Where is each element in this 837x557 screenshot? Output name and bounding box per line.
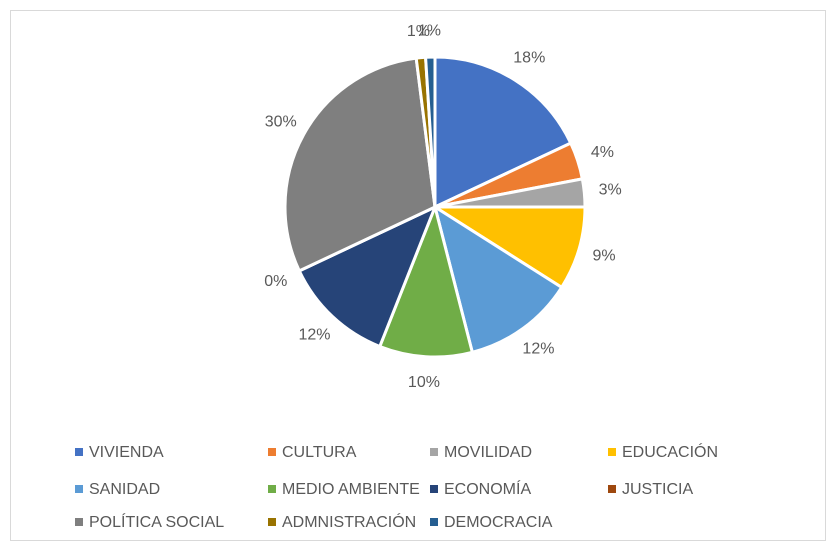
legend-label: ECONOMÍA <box>444 479 531 498</box>
legend-swatch <box>75 518 83 526</box>
data-label: 4% <box>591 144 614 161</box>
legend-swatch <box>430 448 438 456</box>
data-label: 9% <box>592 247 615 264</box>
legend-label: DEMOCRACIA <box>444 514 553 531</box>
pie-slice <box>283 56 437 273</box>
data-label: 0% <box>264 273 287 290</box>
legend-label: MEDIO AMBIENTE <box>282 481 420 498</box>
data-label: 1% <box>407 23 430 40</box>
data-label: 3% <box>599 182 622 199</box>
pie-slice <box>432 203 564 355</box>
legend-swatch <box>75 485 83 493</box>
legend-label: POLÍTICA SOCIAL <box>89 512 224 531</box>
legend-swatch <box>430 518 438 526</box>
legend-label: VIVIENDA <box>89 444 164 461</box>
legend-swatch <box>268 448 276 456</box>
pie-slice <box>429 205 587 290</box>
legend-label: JUSTICIA <box>622 481 693 498</box>
legend-label: SANIDAD <box>89 481 160 498</box>
legend-swatch <box>608 448 616 456</box>
pie-slice <box>377 202 475 359</box>
data-label: 30% <box>265 113 297 130</box>
legend-label: CULTURA <box>282 444 357 461</box>
pie-slice <box>423 55 437 208</box>
pie-slice <box>433 55 573 210</box>
data-label: 12% <box>522 341 554 358</box>
legend-swatch <box>75 448 83 456</box>
data-label: 10% <box>408 374 440 391</box>
data-label: 1% <box>418 22 441 39</box>
legend-label: MOVILIDAD <box>444 444 532 461</box>
legend-swatch <box>430 485 438 493</box>
legend-label: ADMNISTRACIÓN <box>282 512 416 531</box>
legend-swatch <box>268 518 276 526</box>
pie-slice <box>297 204 438 349</box>
legend-swatch <box>608 485 616 493</box>
legend-swatch <box>268 485 276 493</box>
data-label: 12% <box>299 327 331 344</box>
legend-label: EDUCACIÓN <box>622 442 718 461</box>
data-label: 18% <box>513 50 545 67</box>
